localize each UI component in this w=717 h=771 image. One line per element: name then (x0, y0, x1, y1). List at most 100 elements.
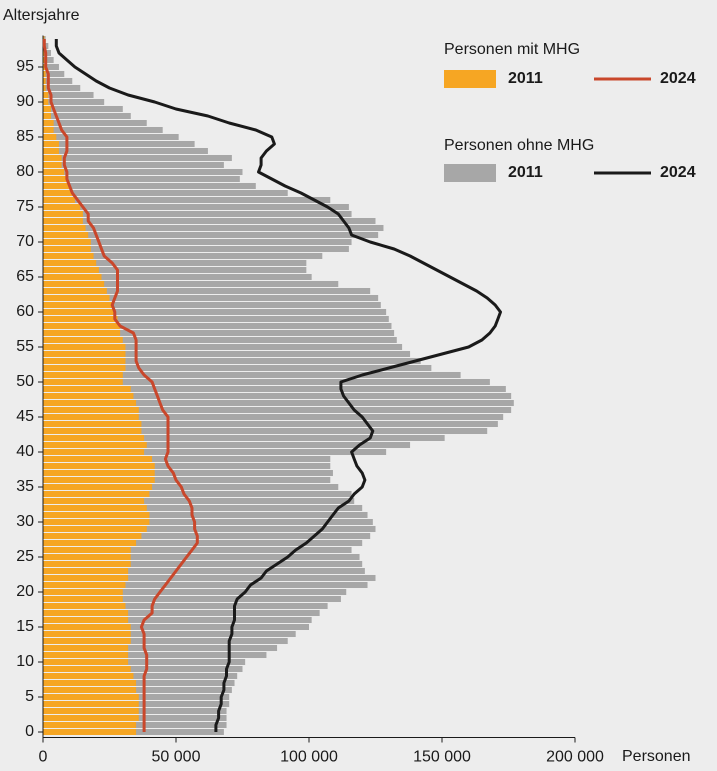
y-tick-label: 5 (25, 688, 34, 705)
bar (43, 365, 432, 371)
bar (43, 512, 368, 518)
bar (43, 183, 70, 189)
legend-label: 2011 (508, 70, 543, 87)
bar (43, 232, 379, 238)
bar (43, 631, 131, 637)
y-tick-label: 40 (16, 443, 34, 460)
bar (43, 610, 129, 616)
bar (43, 680, 235, 686)
bar (43, 638, 131, 644)
bar (43, 554, 131, 560)
bar (43, 428, 142, 434)
bar (43, 148, 208, 154)
bar (43, 85, 46, 91)
bar (43, 337, 123, 343)
bar (43, 204, 349, 210)
bar (43, 267, 307, 273)
bar (43, 372, 461, 378)
bar (43, 239, 352, 245)
bar (43, 456, 331, 462)
bar (43, 365, 126, 371)
bar (43, 211, 83, 217)
bar (43, 547, 352, 553)
bar (43, 92, 94, 98)
bar (43, 148, 59, 154)
bar (43, 351, 126, 357)
bar (43, 183, 256, 189)
bar (43, 134, 57, 140)
bar (43, 239, 91, 245)
bar (43, 197, 75, 203)
bar (43, 302, 113, 308)
bar (43, 274, 312, 280)
bar (43, 155, 62, 161)
bar (43, 386, 131, 392)
bar (43, 323, 121, 329)
bar (43, 127, 163, 133)
bar (43, 358, 126, 364)
bar (43, 505, 363, 511)
bar (43, 561, 131, 567)
bar (43, 568, 129, 574)
x-axis-label: Personen (622, 748, 691, 765)
bar (43, 295, 379, 301)
bar (43, 232, 89, 238)
bar (43, 547, 131, 553)
bar (43, 344, 403, 350)
bar (43, 92, 49, 98)
bar (43, 141, 59, 147)
bar (43, 344, 126, 350)
y-axis-label: Altersjahre (3, 7, 80, 24)
y-tick-label: 55 (16, 338, 34, 355)
bar (43, 71, 46, 77)
bar (43, 190, 73, 196)
bar (43, 659, 129, 665)
bar (43, 302, 381, 308)
y-tick-label: 85 (16, 128, 34, 145)
bar (43, 316, 389, 322)
bar (43, 288, 371, 294)
bar (43, 477, 331, 483)
bar (43, 330, 395, 336)
line (54, 39, 502, 732)
bar (43, 309, 387, 315)
legend-label: 2011 (508, 164, 543, 181)
bar (43, 421, 498, 427)
bar (43, 652, 267, 658)
bar (43, 316, 118, 322)
bar (43, 456, 153, 462)
bar (43, 470, 333, 476)
legend-group-title: Personen ohne MHG (444, 137, 594, 154)
x-tick-label: 0 (39, 749, 48, 766)
y-tick-label: 0 (25, 723, 34, 740)
bar (43, 673, 134, 679)
bar (43, 554, 360, 560)
bar (43, 162, 62, 168)
bar (43, 526, 376, 532)
bar (43, 722, 137, 728)
bar (43, 582, 368, 588)
bar (43, 78, 73, 84)
bar (43, 288, 107, 294)
bar (43, 568, 365, 574)
y-tick-label: 30 (16, 513, 34, 530)
y-tick-label: 35 (16, 478, 34, 495)
bar (43, 309, 115, 315)
bar (43, 337, 397, 343)
bar (43, 519, 373, 525)
bar (43, 176, 67, 182)
bar (43, 603, 126, 609)
bar (43, 533, 371, 539)
bar (43, 575, 376, 581)
bar (43, 113, 131, 119)
bar (43, 505, 147, 511)
bar (43, 449, 387, 455)
bar (43, 127, 54, 133)
bar (43, 330, 121, 336)
bar (43, 603, 328, 609)
bar (43, 645, 129, 651)
bar (43, 155, 232, 161)
bar (43, 498, 355, 504)
bar (43, 596, 123, 602)
